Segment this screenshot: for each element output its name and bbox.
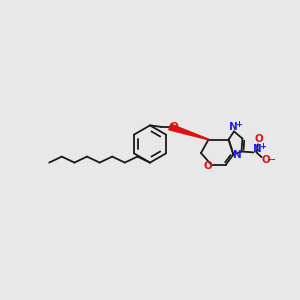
Text: O: O: [254, 134, 263, 144]
Text: +: +: [235, 120, 242, 129]
Text: −: −: [266, 155, 276, 165]
Text: N: N: [253, 144, 262, 154]
Text: N: N: [233, 150, 242, 160]
Text: N: N: [229, 122, 238, 132]
Polygon shape: [169, 124, 208, 140]
Text: O: O: [169, 122, 178, 132]
Text: O: O: [203, 160, 212, 171]
Text: +: +: [259, 142, 266, 151]
Text: O: O: [261, 155, 270, 165]
